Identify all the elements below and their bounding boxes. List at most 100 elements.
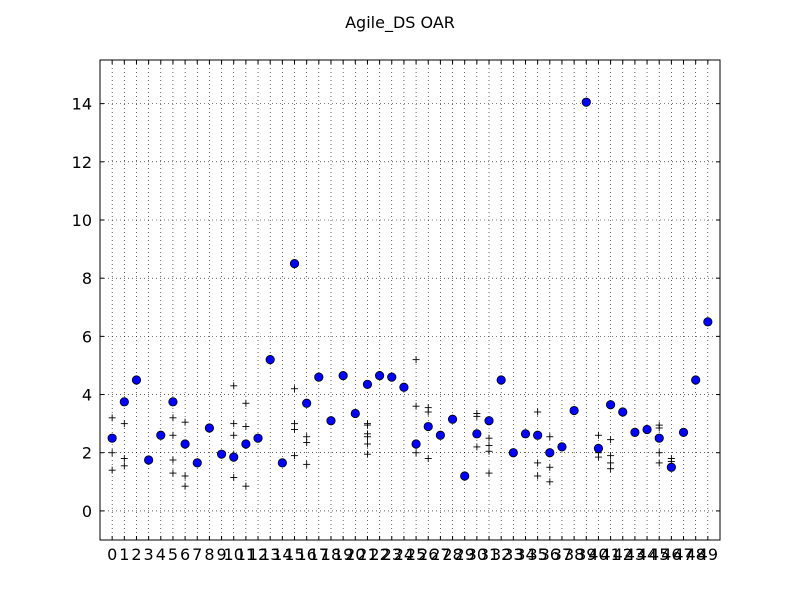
plus-point [655,449,663,457]
plus-point [169,469,177,477]
plot-frame [99,59,721,541]
chart-title: Agile_DS OAR [345,13,455,33]
circle-point [131,375,142,385]
y-tick-label: 4 [82,386,92,405]
x-tick-label: 48 [686,545,706,564]
plus-point [291,452,299,460]
plus-point [181,418,189,426]
x-tick-label: 9 [216,545,226,564]
plus-point [485,469,493,477]
plus-point [181,482,189,490]
plus-point [412,402,420,410]
circle-point [593,443,604,453]
plus-point [169,414,177,422]
x-tick-label: 44 [637,545,657,564]
x-tick-label: 30 [467,545,487,564]
circle-point [703,317,713,327]
x-tick-label: 42 [613,545,633,564]
x-tick-label: 23 [382,545,402,564]
plus-point [546,463,554,471]
x-tick-label: 22 [369,545,389,564]
plus-point [363,421,371,429]
circle-point [411,439,421,449]
x-tick-label: 24 [394,545,414,564]
circle-point [107,433,117,443]
circle-point [216,449,227,459]
x-tick-label: 7 [192,545,202,564]
x-tick-label: 1 [119,545,129,564]
circle-point [253,433,263,443]
y-tick-label: 0 [82,502,92,521]
circle-point [338,371,348,381]
plus-point [291,385,299,393]
circle-point [423,421,433,432]
circle-point [691,375,701,385]
plus-point [534,472,542,480]
plus-point [120,420,128,428]
plus-point [485,447,493,455]
circle-point [144,455,154,465]
plus-point [120,462,128,470]
x-tick-label: 39 [576,545,596,564]
plus-point [546,433,554,441]
plus-point [594,453,602,461]
circle-point [180,439,190,449]
x-tick-label: 43 [625,545,645,564]
circle-point [496,375,506,385]
plus-point [607,436,615,444]
circle-point [545,448,555,458]
x-tick-label: 8 [204,545,214,564]
plus-point [120,455,128,463]
x-tick-label: 10 [224,545,244,564]
plus-point [169,431,177,439]
x-tick-label: 11 [236,545,256,564]
x-tick-label: 5 [168,545,178,564]
x-tick-label: 25 [406,545,426,564]
plus-point [303,439,311,447]
x-tick-label: 34 [515,545,535,564]
x-tick-label: 38 [564,545,584,564]
circle-point [642,424,652,435]
x-tick-label: 4 [156,545,166,564]
plus-point [303,460,311,468]
x-tick-label: 6 [180,545,190,564]
plus-point [242,399,250,407]
plus-point [424,455,432,463]
circle-point [508,448,518,458]
plus-point [607,465,615,473]
plus-point [412,449,420,457]
x-tick-label: 31 [479,545,499,564]
y-tick-label: 10 [72,211,92,230]
plus-point [607,452,615,460]
plus-point [473,412,481,420]
plus-point [485,434,493,442]
plus-point [169,456,177,464]
circle-point [326,416,336,426]
plus-point [534,459,542,467]
x-tick-label: 19 [333,545,353,564]
circle-point [350,408,360,419]
circle-point [605,400,616,410]
plus-point [108,414,116,422]
x-tick-label: 33 [503,545,523,564]
x-tick-label: 18 [321,545,341,564]
circle-point [557,442,567,452]
x-tick-label: 47 [673,545,693,564]
plus-point [594,431,602,439]
circle-point [119,397,129,407]
x-tick-label: 14 [272,545,292,564]
circle-point [289,259,300,269]
plus-point [534,408,542,416]
circle-point [168,397,178,407]
y-tick-label: 12 [72,153,92,172]
plus-point [242,423,250,431]
circle-point [204,423,215,433]
circle-point [581,97,591,107]
x-tick-label: 13 [260,545,280,564]
x-tick-label: 41 [600,545,620,564]
x-tick-label: 27 [430,545,450,564]
x-tick-label: 40 [588,545,608,564]
tick-layer [100,60,720,540]
x-tick-label: 49 [698,545,718,564]
